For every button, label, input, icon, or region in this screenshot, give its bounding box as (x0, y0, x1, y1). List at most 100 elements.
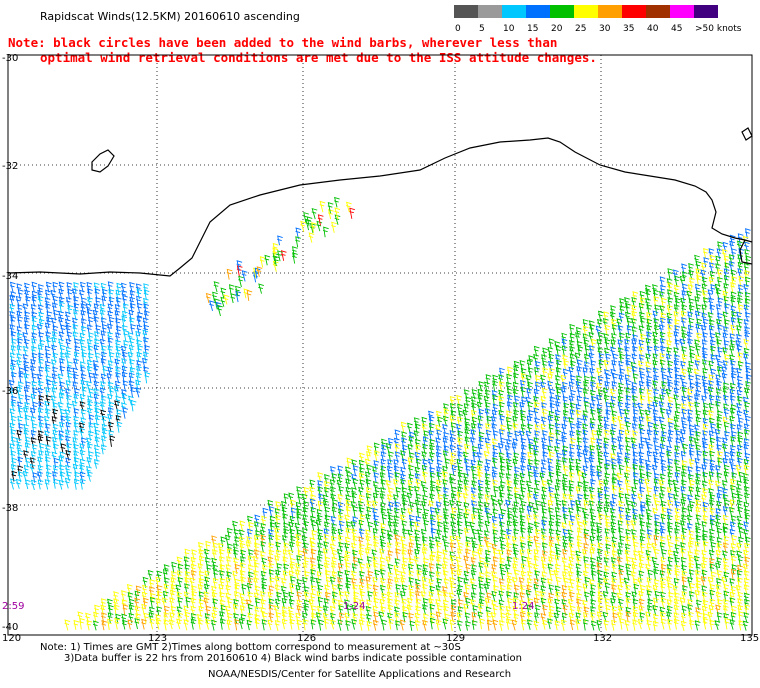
wind-barb (254, 514, 261, 526)
wind-barb (135, 379, 141, 391)
wind-barb (528, 355, 535, 366)
wind-barb (695, 389, 702, 401)
wind-barb (630, 501, 637, 512)
lat-label: -36 (2, 386, 18, 397)
wind-barb (337, 473, 344, 484)
wind-barb (233, 557, 239, 568)
wind-barb (702, 430, 709, 442)
wind-barb (24, 282, 30, 294)
wind-barb (626, 499, 632, 512)
wind-barb (281, 597, 288, 609)
wind-barb (23, 360, 30, 372)
wind-barb (435, 485, 442, 497)
wind-barb (345, 201, 352, 213)
wind-barb (437, 416, 443, 428)
wind-barb (556, 359, 562, 372)
wind-barb (735, 464, 742, 477)
wind-barb (533, 449, 539, 462)
wind-barb (653, 437, 659, 448)
wind-barb (513, 556, 519, 568)
wind-barb (387, 534, 393, 546)
wind-barb (609, 500, 616, 512)
wind-barb (217, 304, 223, 317)
wind-barb (611, 324, 618, 336)
wind-barb (400, 450, 406, 462)
wind-barb (51, 380, 58, 391)
wind-barb (78, 289, 85, 300)
wind-barb (38, 352, 44, 364)
wind-barb (423, 519, 430, 532)
legend-label: 15 (527, 24, 538, 34)
wind-barb (597, 596, 604, 609)
wind-barb (715, 514, 722, 525)
wind-barb (11, 371, 17, 384)
wind-barb (597, 582, 604, 595)
wind-barb (562, 368, 569, 379)
wind-barb (645, 367, 652, 379)
wind-barb (462, 409, 469, 421)
wind-barb (589, 367, 596, 379)
wind-barb (233, 528, 240, 539)
wind-barb (597, 310, 604, 323)
wind-barb (239, 542, 246, 554)
wind-barb (401, 520, 408, 532)
wind-barb (99, 401, 106, 412)
wind-barb (520, 527, 526, 539)
wind-barb (463, 603, 470, 616)
wind-barb (260, 591, 266, 603)
wind-barb (147, 569, 154, 581)
wind-barb (568, 507, 574, 519)
wind-barb (673, 486, 680, 497)
wind-barb (44, 400, 51, 413)
wind-barb (619, 535, 625, 546)
wind-barb (456, 589, 463, 602)
wind-barb (577, 481, 584, 492)
wind-barb (653, 478, 660, 490)
wind-barb (568, 366, 575, 378)
wind-barb (290, 535, 296, 546)
wind-barb (387, 459, 393, 469)
wind-barb (359, 479, 366, 490)
wind-barb (457, 430, 463, 442)
wind-barb (675, 465, 682, 477)
wind-barb (156, 570, 163, 582)
wind-barb (429, 617, 436, 630)
wind-barb (653, 578, 660, 589)
wind-barb (695, 381, 701, 393)
wind-barb (590, 470, 596, 483)
wind-barb (46, 379, 52, 391)
wind-barb (289, 582, 295, 595)
wind-barb (596, 527, 603, 539)
wind-barb (736, 240, 743, 252)
wind-barb (281, 618, 288, 630)
wind-barb (491, 590, 498, 603)
wind-barb (283, 563, 290, 575)
wind-barb (324, 618, 330, 630)
wind-barb (129, 366, 136, 378)
wind-barb (619, 408, 626, 420)
wind-barb (604, 324, 611, 336)
wind-barb (435, 437, 442, 449)
wind-barb (610, 346, 616, 358)
wind-barb (715, 604, 721, 616)
wind-barb (73, 456, 80, 469)
wind-barb (373, 514, 379, 525)
wind-barb (325, 576, 332, 588)
wind-barb (73, 295, 79, 307)
wind-barb (457, 598, 464, 610)
wind-barb (79, 617, 85, 630)
wind-barb (666, 445, 672, 456)
wind-barb (443, 605, 449, 616)
wind-barb (247, 528, 253, 540)
wind-barb (638, 550, 644, 561)
wind-barb (513, 584, 520, 596)
wind-barb (379, 472, 386, 483)
wind-barb (688, 486, 695, 497)
wind-barb (272, 260, 279, 272)
wind-barb (450, 452, 457, 463)
wind-barb (645, 500, 652, 511)
wind-barb (609, 507, 616, 519)
wind-barb (709, 465, 716, 476)
wind-barb (367, 570, 374, 581)
wind-barb (471, 513, 477, 525)
